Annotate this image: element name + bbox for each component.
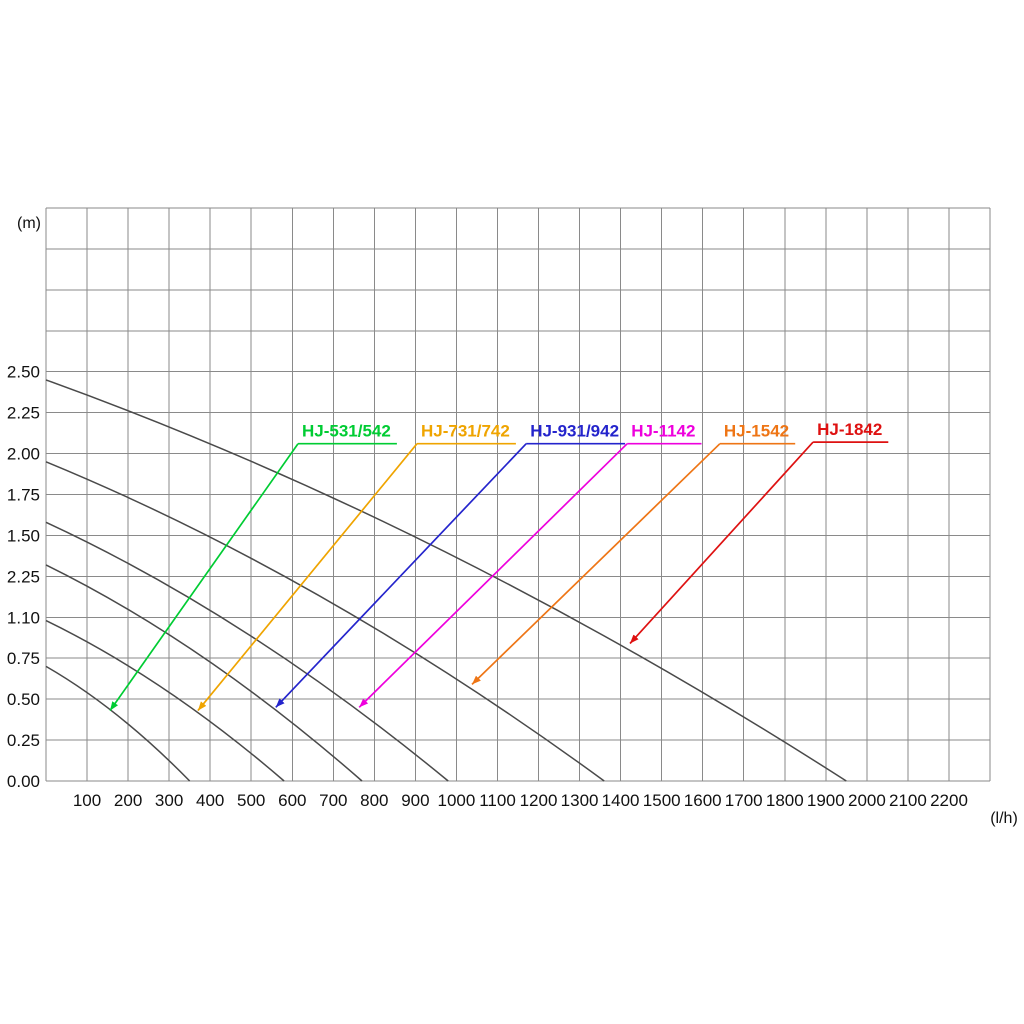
series-annotation-HJ-1542: HJ-1542	[471, 422, 796, 686]
pump-curve-HJ-731/742	[45, 619, 285, 782]
pump-curve-HJ-1842	[45, 379, 847, 782]
grid-path	[45, 207, 991, 782]
x-tick-label: 700	[319, 791, 347, 810]
x-tick-label: 600	[278, 791, 306, 810]
x-tick-label: 400	[196, 791, 224, 810]
x-tick-label: 2000	[848, 791, 886, 810]
y-axis-unit-label: (m)	[17, 215, 41, 232]
series-annotation-HJ-1842: HJ-1842	[629, 420, 889, 645]
y-tick-label: 1.10	[7, 608, 40, 627]
series-pointer-line	[471, 443, 721, 686]
x-tick-label: 300	[155, 791, 183, 810]
y-tick-label: 2.00	[7, 445, 40, 464]
x-tick-label: 200	[114, 791, 142, 810]
x-tick-label: 1600	[684, 791, 722, 810]
y-tick-label: 0.50	[7, 690, 40, 709]
series-pointer-line	[629, 441, 814, 645]
series-label-HJ-1142: HJ-1142	[631, 422, 695, 441]
x-tick-label: 500	[237, 791, 265, 810]
series-label-HJ-1542: HJ-1542	[724, 422, 789, 441]
series-label-HJ-1842: HJ-1842	[817, 420, 882, 439]
series-label-HJ-731/742: HJ-731/742	[421, 422, 510, 441]
x-tick-label: 1400	[602, 791, 640, 810]
x-tick-label: 2200	[930, 791, 968, 810]
pump-curve-HJ-1542	[45, 461, 605, 782]
y-tick-label: 0.00	[7, 772, 40, 791]
x-tick-label: 1700	[725, 791, 763, 810]
series-annotation-HJ-1142: HJ-1142	[358, 422, 702, 708]
x-tick-label: 1900	[807, 791, 845, 810]
y-axis-tick-labels: 2.50 2.25 2.00 1.75 1.50 2.25 1.10 0.75 0.50 0.25…	[7, 363, 40, 791]
y-tick-label: 0.75	[7, 649, 40, 668]
y-tick-label: 2.25	[7, 567, 40, 586]
y-tick-label: 1.50	[7, 526, 40, 545]
y-tick-label: 1.75	[7, 486, 40, 505]
series-annotation-HJ-931/942: HJ-931/942	[275, 422, 626, 708]
x-tick-label: 1300	[561, 791, 599, 810]
series-annotation-HJ-531/542: HJ-531/542	[109, 422, 397, 712]
series-leader-lines: HJ-531/542 HJ-731/742 HJ-931/942 HJ-1142 HJ-…	[109, 420, 889, 712]
pump-curve-HJ-1142	[45, 521, 449, 782]
x-tick-label: 1800	[766, 791, 804, 810]
x-tick-label: 1100	[479, 791, 516, 810]
x-tick-label: 800	[360, 791, 388, 810]
series-label-HJ-531/542: HJ-531/542	[302, 422, 391, 441]
pump-curve-HJ-931/942	[45, 564, 363, 782]
x-tick-label: 2100	[889, 791, 927, 810]
series-pointer-line	[275, 443, 527, 708]
series-pointer-line	[358, 443, 628, 708]
x-tick-label: 1000	[437, 791, 475, 810]
pump-curves	[45, 379, 847, 782]
y-tick-label: 0.25	[7, 731, 40, 750]
series-label-HJ-931/942: HJ-931/942	[530, 422, 619, 441]
pump-curve-HJ-531/542	[45, 665, 191, 782]
x-axis-unit-label: (l/h)	[990, 810, 1018, 827]
series-annotation-HJ-731/742: HJ-731/742	[197, 422, 516, 712]
x-tick-label: 1200	[520, 791, 558, 810]
y-tick-label: 2.50	[7, 363, 40, 382]
x-tick-label: 100	[73, 791, 101, 810]
grid-lines	[45, 207, 991, 782]
x-axis-tick-labels: 100 200 300 400 500 600 700 800 900 1000 1100 1200 1…	[73, 791, 968, 810]
x-tick-label: 900	[401, 791, 429, 810]
series-pointer-line	[197, 443, 418, 712]
x-tick-label: 1500	[643, 791, 681, 810]
series-pointer-line	[109, 443, 299, 712]
y-tick-label: 2.25	[7, 404, 40, 423]
